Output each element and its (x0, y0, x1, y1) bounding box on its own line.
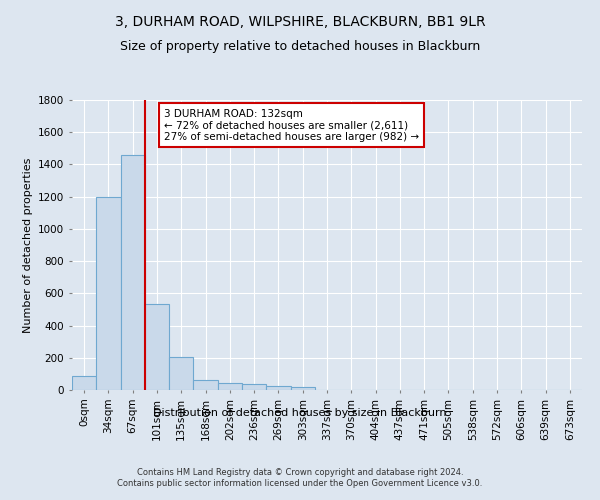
Bar (218, 383, 242, 390)
Text: 3, DURHAM ROAD, WILPSHIRE, BLACKBURN, BB1 9LR: 3, DURHAM ROAD, WILPSHIRE, BLACKBURN, BB… (115, 15, 485, 29)
Bar (72, 376, 96, 390)
Bar (145, 304, 169, 390)
Bar (96, 196, 121, 390)
Bar (121, 155, 145, 390)
Bar (193, 380, 218, 390)
Text: Contains HM Land Registry data © Crown copyright and database right 2024.
Contai: Contains HM Land Registry data © Crown c… (118, 468, 482, 487)
Text: Distribution of detached houses by size in Blackburn: Distribution of detached houses by size … (153, 408, 447, 418)
Text: 3 DURHAM ROAD: 132sqm
← 72% of detached houses are smaller (2,611)
27% of semi-d: 3 DURHAM ROAD: 132sqm ← 72% of detached … (164, 108, 419, 142)
Text: Size of property relative to detached houses in Blackburn: Size of property relative to detached ho… (120, 40, 480, 53)
Y-axis label: Number of detached properties: Number of detached properties (23, 158, 32, 332)
Bar (242, 384, 266, 390)
Bar (266, 386, 290, 390)
Bar (290, 387, 315, 390)
Bar (169, 357, 193, 390)
